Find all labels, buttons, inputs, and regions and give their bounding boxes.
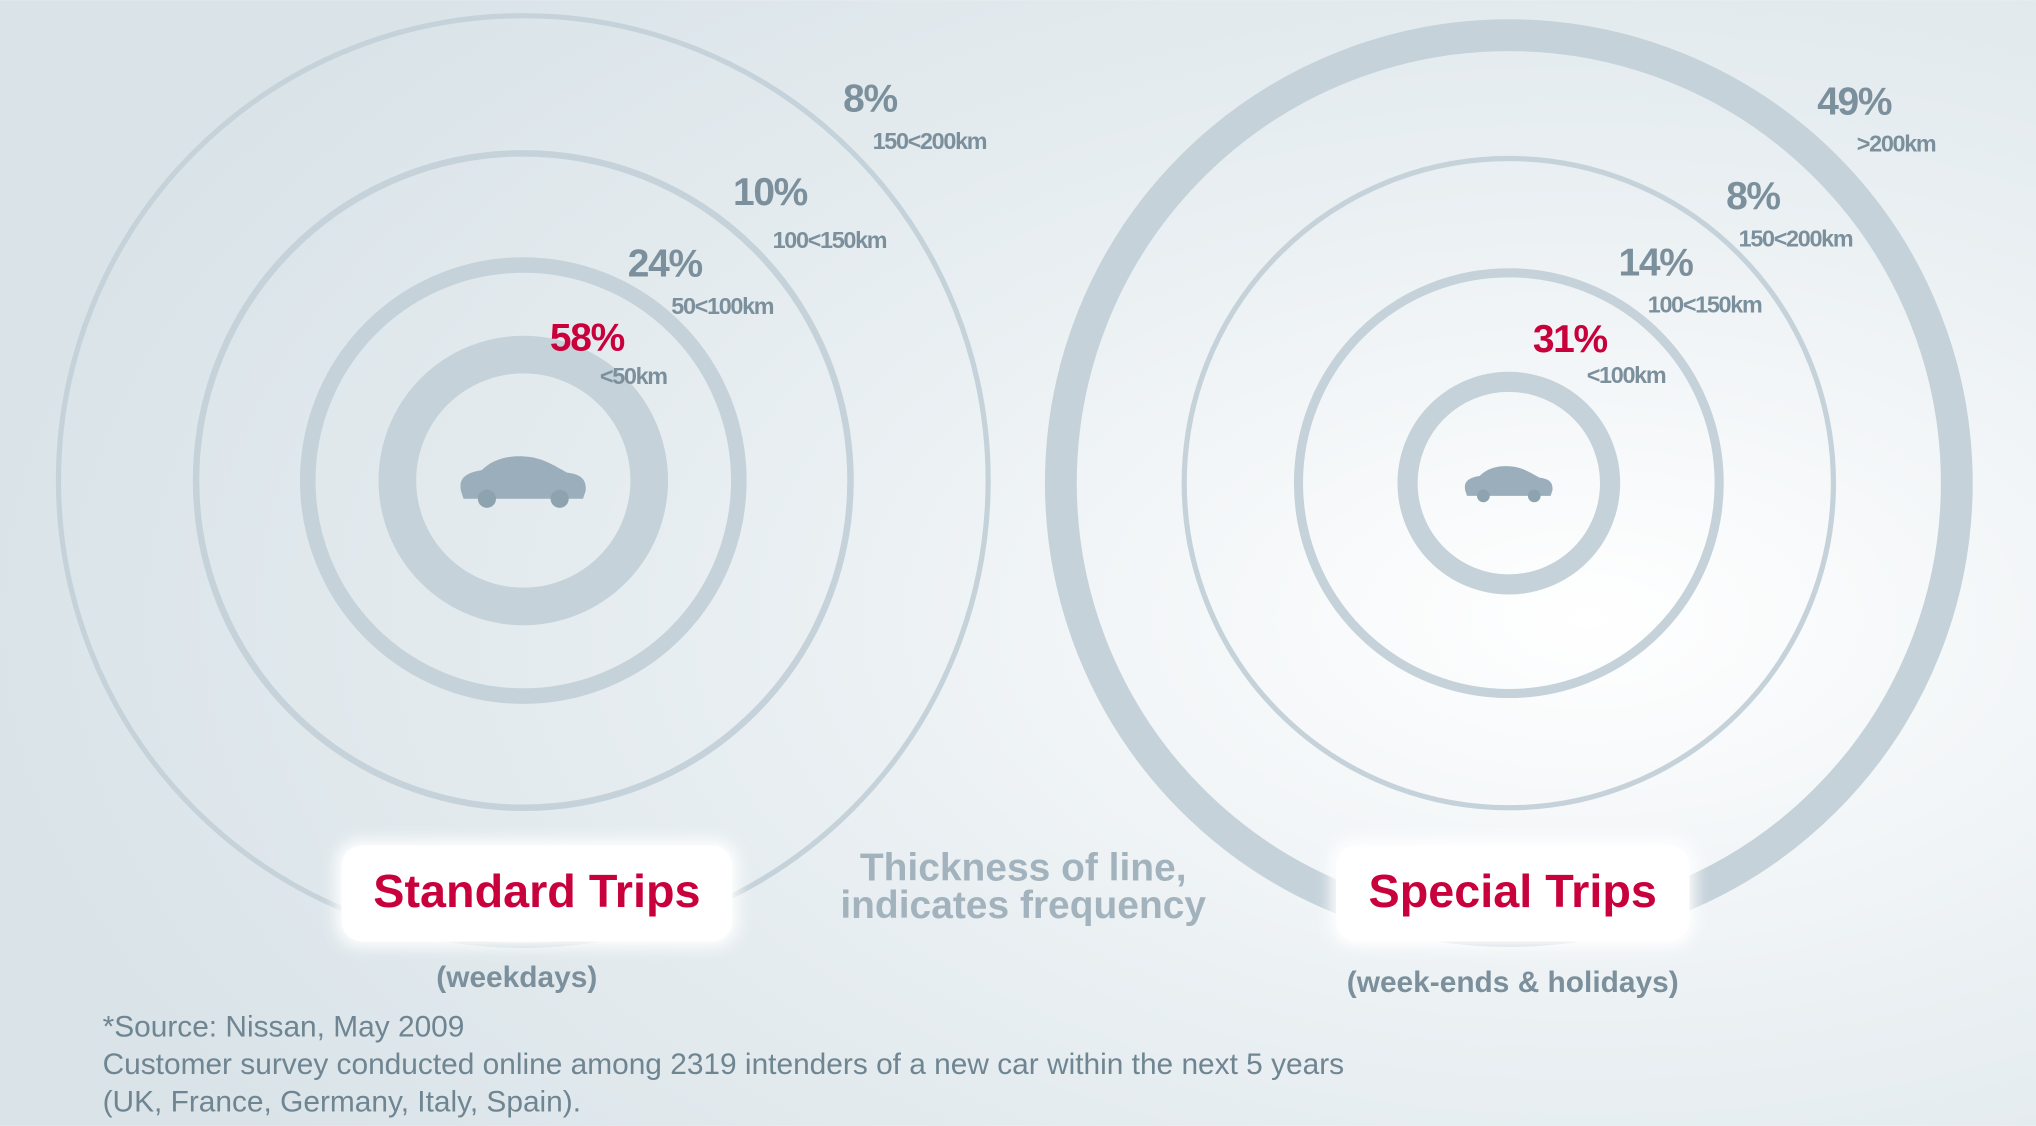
percent-label: 8% bbox=[1726, 175, 1780, 218]
percent-label: 49% bbox=[1817, 80, 1892, 123]
chart-subtitle: (week-ends & holidays) bbox=[1347, 966, 1679, 999]
distance-label: <100km bbox=[1587, 362, 1666, 388]
distance-label: 50<100km bbox=[671, 293, 774, 319]
source: Customer survey conducted online among 2… bbox=[103, 1048, 1345, 1081]
car-wheel bbox=[477, 489, 497, 508]
chart-title: Standard Trips bbox=[373, 865, 700, 917]
ring bbox=[1397, 371, 1621, 595]
distance-label: 100<150km bbox=[1648, 292, 1762, 318]
source: *Source: Nissan, May 2009 bbox=[103, 1010, 465, 1043]
percent-label: 31% bbox=[1533, 318, 1608, 361]
percent-label: 8% bbox=[843, 78, 897, 121]
car-icon bbox=[460, 456, 586, 499]
distance-label: 150<200km bbox=[1739, 226, 1853, 252]
distance-label: <50km bbox=[600, 363, 667, 389]
chart-subtitle: (weekdays) bbox=[436, 961, 597, 994]
car-wheel bbox=[1527, 489, 1541, 503]
charts: 58% <50km 24% 50<100km 10% 100<150km 8% 150<200… bbox=[55, 13, 1973, 999]
chart-title: Special Trips bbox=[1369, 865, 1657, 917]
annotation: Thickness of line, bbox=[860, 846, 1187, 889]
distance-label: 100<150km bbox=[773, 227, 887, 253]
ring bbox=[1181, 155, 1837, 811]
distance-label: >200km bbox=[1857, 131, 1936, 157]
car-wheel bbox=[550, 489, 569, 508]
ring bbox=[1293, 268, 1724, 699]
percent-label: 10% bbox=[733, 171, 808, 214]
title-box bbox=[1336, 845, 1690, 942]
percent-label: 14% bbox=[1619, 241, 1694, 284]
title-box bbox=[341, 845, 733, 942]
car-wheel bbox=[1477, 489, 1490, 503]
ring bbox=[378, 335, 669, 626]
distance-label: 150<200km bbox=[873, 128, 987, 154]
car-icon bbox=[1464, 466, 1553, 496]
annotation: indicates frequency bbox=[840, 884, 1206, 927]
ring bbox=[299, 257, 747, 704]
percent-label: 58% bbox=[550, 317, 625, 360]
source: (UK, France, Germany, Italy, Spain). bbox=[103, 1086, 581, 1119]
ring bbox=[192, 150, 854, 812]
percent-label: 24% bbox=[628, 243, 703, 286]
